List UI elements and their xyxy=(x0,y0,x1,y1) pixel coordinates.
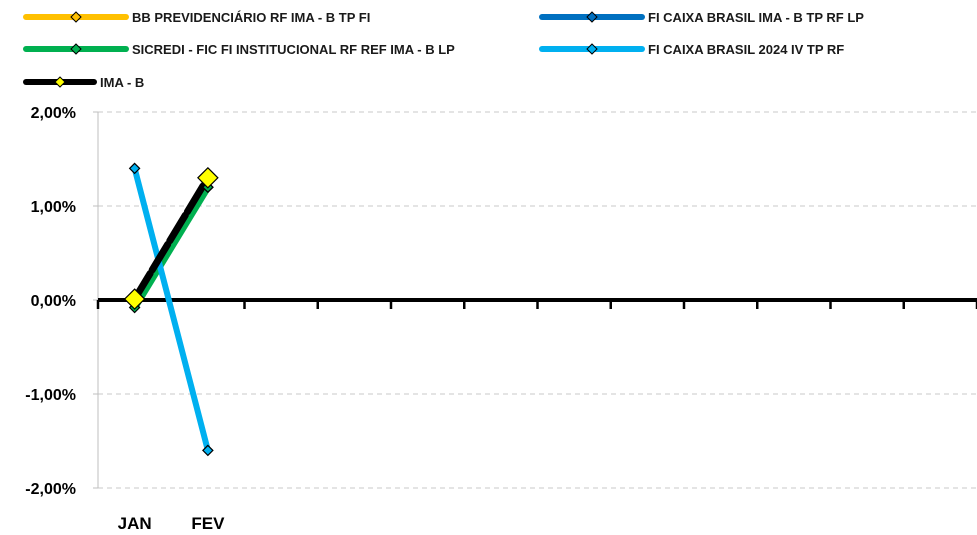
y-tick-label: 2,00% xyxy=(31,105,76,122)
y-tick-label: 1,00% xyxy=(31,199,76,216)
series-point xyxy=(128,162,141,175)
series-point xyxy=(197,166,219,189)
y-tick-label: -1,00% xyxy=(25,387,76,404)
x-category-label: FEV xyxy=(191,514,225,533)
legend-marker xyxy=(586,11,598,23)
legend-label: IMA - B xyxy=(100,75,144,90)
y-tick-label: 0,00% xyxy=(31,293,76,310)
series-line xyxy=(131,183,212,312)
legend-item: FI CAIXA BRASIL 2024 IV TP RF xyxy=(539,42,844,57)
x-category-label: JAN xyxy=(118,514,152,533)
series-points xyxy=(123,162,219,457)
x-axis xyxy=(96,298,977,309)
legend-item: FI CAIXA BRASIL IMA - B TP RF LP xyxy=(539,10,864,25)
legend-label: FI CAIXA BRASIL 2024 IV TP RF xyxy=(648,42,844,57)
series-point xyxy=(202,444,214,457)
series-lines xyxy=(131,165,212,454)
legend-marker xyxy=(70,43,82,55)
y-tick-label: -2,00% xyxy=(25,481,76,498)
legend-label: FI CAIXA BRASIL IMA - B TP RF LP xyxy=(648,10,864,25)
legend: BB PREVIDENCIÁRIO RF IMA - B TP FI FI CAI… xyxy=(23,10,864,90)
legend-marker xyxy=(54,76,66,88)
legend-label: BB PREVIDENCIÁRIO RF IMA - B TP FI xyxy=(132,10,370,25)
legend-marker xyxy=(586,43,598,55)
series-line xyxy=(131,165,211,454)
legend-label: SICREDI - FIC FI INSTITUCIONAL RF REF IM… xyxy=(132,42,455,57)
legend-item: IMA - B xyxy=(23,75,144,90)
legend-marker xyxy=(70,11,82,23)
x-axis-labels: JAN FEV xyxy=(118,514,225,533)
series-point xyxy=(123,288,146,310)
y-axis: 2,00% 1,00% 0,00% -1,00% -2,00% xyxy=(25,105,99,498)
gridlines xyxy=(98,111,977,489)
legend-item: BB PREVIDENCIÁRIO RF IMA - B TP FI xyxy=(23,10,370,25)
series-line xyxy=(131,174,212,303)
legend-item: SICREDI - FIC FI INSTITUCIONAL RF REF IM… xyxy=(23,42,455,57)
